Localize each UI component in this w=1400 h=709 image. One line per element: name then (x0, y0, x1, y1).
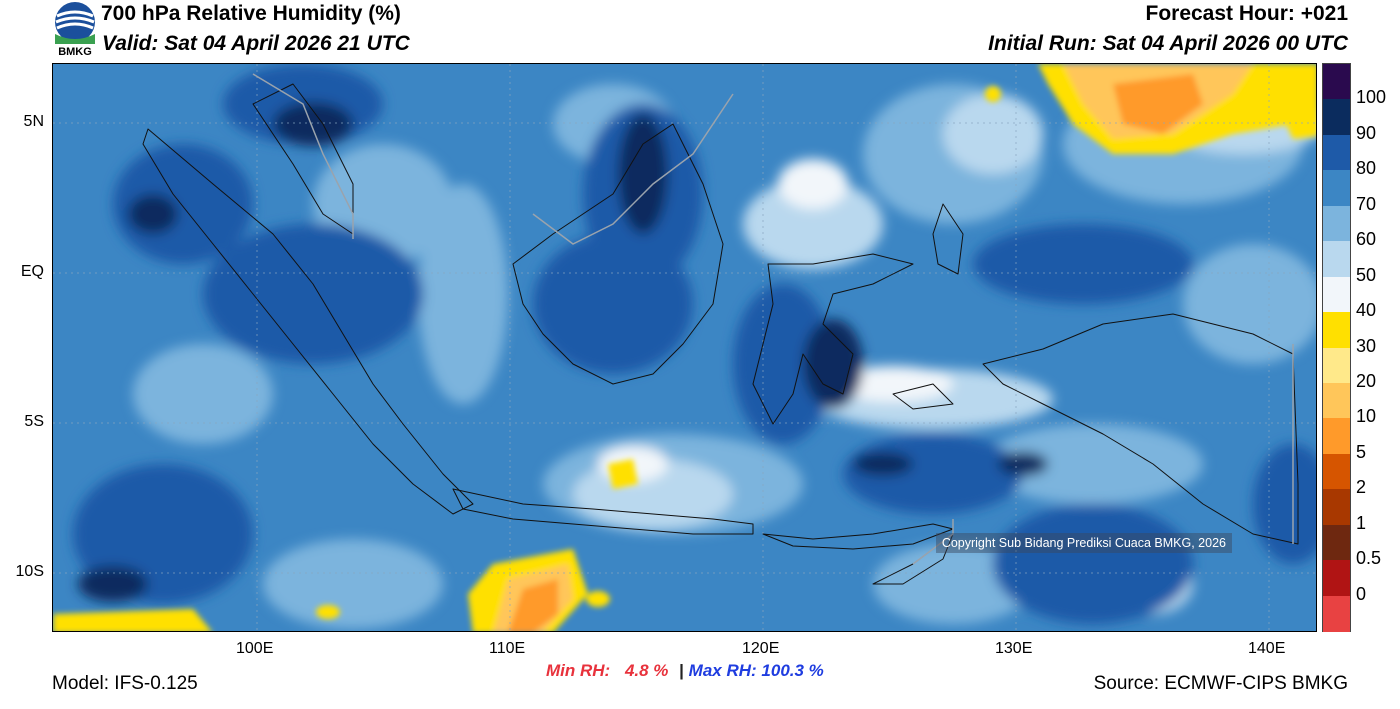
lon-label-140e: 140E (1248, 640, 1286, 657)
colorbar-segment (1323, 205, 1350, 242)
colorbar-segment (1323, 241, 1350, 278)
humidity-map: Copyright Sub Bidang Prediksi Cuaca BMKG… (52, 63, 1317, 632)
colorbar-tick-label: 60 (1356, 229, 1377, 250)
min-rh-value: 4.8 % (624, 661, 669, 680)
data-source: Source: ECMWF-CIPS BMKG (1093, 673, 1348, 694)
lat-label-5s: 5S (24, 413, 44, 430)
colorbar-segment (1323, 595, 1350, 632)
colorbar-tick-label: 5 (1356, 441, 1367, 462)
colorbar-segment (1323, 99, 1350, 136)
colorbar-tick-label: 20 (1356, 370, 1377, 391)
chart-title: 700 hPa Relative Humidity (%) (101, 2, 401, 25)
rh-separator: | (679, 661, 684, 680)
lat-label-eq: EQ (20, 263, 44, 280)
colorbar-segment (1323, 418, 1350, 455)
bmkg-logo: BMKG (52, 0, 98, 60)
colorbar-segment (1323, 276, 1350, 313)
colorbar-tick-label: 10 (1356, 406, 1377, 427)
colorbar-tick-label: 90 (1356, 122, 1377, 143)
colorbar-segment (1323, 453, 1350, 490)
lat-label-5n: 5N (23, 113, 44, 130)
colorbar-tick-label: 0.5 (1356, 548, 1382, 569)
colorbar-segment (1323, 64, 1350, 100)
colorbar-tick-label: 2 (1356, 477, 1367, 498)
rh-range: Min RH: 4.8 % | Max RH: 100.3 % (546, 661, 824, 681)
colorbar-tick-label: 1 (1356, 512, 1367, 533)
colorbar-tick-label: 80 (1356, 158, 1377, 179)
min-rh-label: Min RH: (546, 661, 611, 680)
lon-label-100e: 100E (236, 640, 274, 657)
lon-label-110e: 110E (489, 640, 526, 657)
colorbar-tick-label: 0 (1356, 583, 1367, 604)
colorbar (1322, 63, 1351, 632)
colorbar-tick-label: 70 (1356, 193, 1377, 214)
max-rh-value: 100.3 % (761, 661, 824, 680)
colorbar-tick-label: 50 (1356, 264, 1377, 285)
copyright-notice: Copyright Sub Bidang Prediksi Cuaca BMKG… (935, 533, 1232, 553)
colorbar-tick-label: 30 (1356, 335, 1377, 356)
max-rh-label: Max RH: (688, 661, 757, 680)
forecast-hour: Forecast Hour: +021 (1145, 2, 1349, 25)
colorbar-segment (1323, 347, 1350, 384)
valid-time: Valid: Sat 04 April 2026 21 UTC (102, 32, 410, 55)
colorbar-segment (1323, 312, 1350, 348)
model-name: Model: IFS-0.125 (52, 673, 198, 694)
lat-label-10s: 10S (15, 563, 44, 580)
colorbar-segment (1323, 170, 1350, 207)
colorbar-segment (1323, 489, 1350, 526)
lon-label-130e: 130E (995, 640, 1033, 657)
colorbar-segment (1323, 134, 1350, 171)
humidity-field (53, 64, 1316, 631)
colorbar-tick-label: 100 (1356, 87, 1387, 108)
colorbar-segment (1323, 524, 1350, 561)
colorbar-tick-label: 40 (1356, 300, 1377, 321)
colorbar-segment (1323, 382, 1350, 419)
logo-text: BMKG (58, 46, 92, 58)
initial-run: Initial Run: Sat 04 April 2026 00 UTC (988, 32, 1348, 55)
lon-label-120e: 120E (742, 640, 780, 657)
colorbar-segment (1323, 560, 1350, 597)
